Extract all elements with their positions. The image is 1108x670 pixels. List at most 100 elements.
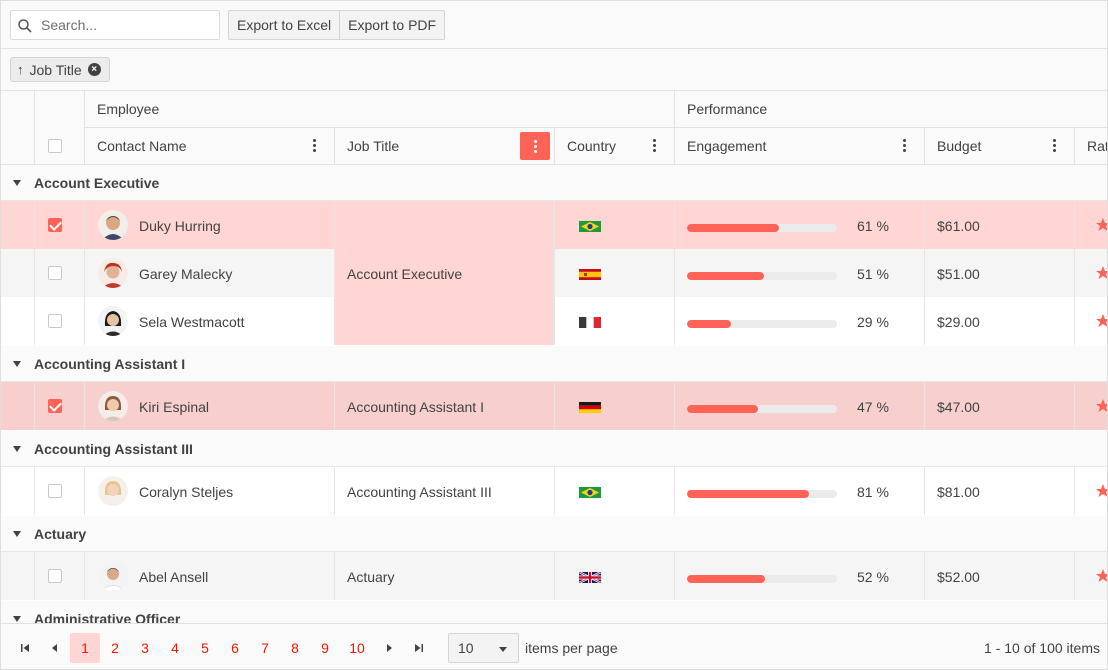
header-divider (85, 127, 1107, 128)
column-header-rating[interactable]: Rat (1087, 138, 1108, 154)
group-chip-job-title[interactable]: ↑ Job Title × (10, 57, 110, 82)
header-group-performance: Performance (687, 101, 768, 117)
engagement-bar-fill (687, 272, 764, 280)
search-box[interactable] (10, 10, 220, 40)
contact-name-cell (84, 249, 334, 297)
contact-name-cell (84, 552, 334, 600)
job-title-value: Actuary (347, 569, 395, 585)
column-header-engagement[interactable]: Engagement (687, 138, 767, 154)
more-vertical-icon[interactable] (520, 132, 550, 160)
caret-down-icon[interactable] (13, 446, 21, 452)
last-page-icon[interactable] (413, 642, 425, 654)
more-vertical-icon[interactable] (313, 139, 317, 153)
engagement-bar-fill (687, 224, 779, 232)
group-row[interactable]: Accounting Assistant I (1, 346, 1107, 382)
group-row[interactable]: Administrative Officer (1, 601, 1107, 623)
table-row[interactable]: Coralyn Steljes Accounting Assistant III… (1, 467, 1108, 515)
contact-name-cell (84, 201, 334, 249)
row-checkbox[interactable] (48, 314, 62, 328)
engagement-bar (687, 575, 837, 583)
table-row[interactable]: Kiri Espinal Accounting Assistant I 47 %… (1, 382, 1108, 430)
row-checkbox[interactable] (48, 484, 62, 498)
cell-divider (554, 201, 555, 345)
page-6-button[interactable]: 6 (231, 640, 239, 656)
page-9-button[interactable]: 9 (321, 640, 329, 656)
x-circle-icon[interactable]: × (87, 63, 101, 76)
table-row[interactable]: Abel Ansell Actuary 52 % $52.00 (1, 552, 1108, 600)
group-row[interactable]: Account Executive (1, 165, 1107, 201)
engagement-bar (687, 405, 837, 413)
flag-germany-icon (579, 402, 601, 413)
arrow-up-icon[interactable]: ↑ (17, 62, 24, 77)
star-icon[interactable] (1096, 399, 1108, 413)
engagement-cell (674, 467, 924, 515)
star-icon[interactable] (1096, 314, 1108, 328)
group-row[interactable]: Accounting Assistant III (1, 431, 1107, 467)
row-checkbox[interactable] (48, 399, 62, 413)
column-header-country[interactable]: Country (567, 138, 617, 154)
row-checkbox[interactable] (48, 569, 62, 583)
star-icon[interactable] (1096, 569, 1108, 583)
flag-france-icon (579, 317, 601, 328)
star-icon[interactable] (1096, 218, 1108, 232)
flag-brazil-icon (579, 487, 601, 498)
previous-page-icon[interactable] (49, 642, 61, 654)
engagement-bar (687, 320, 837, 328)
page-5-button[interactable]: 5 (201, 640, 209, 656)
job-title-value: Accounting Assistant III (347, 484, 492, 500)
flag-united-kingdom-icon (579, 572, 601, 583)
job-title-value: Accounting Assistant I (347, 399, 484, 415)
column-header-budget[interactable]: Budget (937, 138, 982, 154)
export-excel-button[interactable]: Export to Excel (229, 11, 341, 39)
more-vertical-icon[interactable] (903, 139, 907, 153)
column-header-contact-name[interactable]: Contact Name (97, 138, 187, 154)
more-vertical-icon[interactable] (653, 139, 657, 153)
grid-header: Employee Performance Contact Name Job Ti… (1, 91, 1108, 165)
first-page-icon[interactable] (19, 642, 31, 654)
checkbox-cell (34, 249, 84, 297)
budget-value: $47.00 (937, 399, 980, 415)
more-vertical-icon[interactable] (1053, 139, 1057, 153)
engagement-value: 52 % (857, 569, 889, 585)
caret-down-icon[interactable] (13, 180, 21, 186)
page-4-button[interactable]: 4 (171, 640, 179, 656)
budget-value: $29.00 (937, 314, 980, 330)
star-icon[interactable] (1096, 266, 1108, 280)
rating-cell (1074, 552, 1107, 600)
next-page-icon[interactable] (383, 642, 395, 654)
group-panel: ↑ Job Title × (1, 49, 1107, 91)
caret-down-icon[interactable] (13, 531, 21, 537)
avatar (98, 391, 128, 421)
engagement-bar-fill (687, 575, 765, 583)
page-size-dropdown[interactable]: 10 (448, 633, 519, 663)
engagement-bar-fill (687, 490, 809, 498)
group-row[interactable]: Actuary (1, 516, 1107, 552)
export-pdf-button[interactable]: Export to PDF (348, 17, 437, 33)
page-7-button[interactable]: 7 (261, 640, 269, 656)
star-icon[interactable] (1096, 484, 1108, 498)
search-icon (18, 19, 32, 33)
page-10-button[interactable]: 10 (349, 640, 365, 656)
caret-down-icon[interactable] (13, 361, 21, 367)
page-1-button[interactable]: 1 (70, 633, 100, 663)
avatar (98, 561, 128, 591)
caret-down-icon[interactable] (499, 647, 507, 652)
engagement-value: 51 % (857, 266, 889, 282)
select-all-checkbox[interactable] (48, 139, 62, 153)
column-header-job-title[interactable]: Job Title (347, 138, 400, 154)
page-8-button[interactable]: 8 (291, 640, 299, 656)
job-title-cell (334, 552, 554, 600)
engagement-value: 61 % (857, 218, 889, 234)
page-3-button[interactable]: 3 (141, 640, 149, 656)
contact-name-cell (84, 297, 334, 345)
row-checkbox[interactable] (48, 266, 62, 280)
checkbox-cell (34, 552, 84, 600)
budget-value: $61.00 (937, 218, 980, 234)
group-title: Accounting Assistant I (34, 356, 186, 372)
page-2-button[interactable]: 2 (111, 640, 119, 656)
caret-down-icon[interactable] (13, 616, 21, 622)
checkbox-cell (34, 467, 84, 515)
row-checkbox[interactable] (48, 218, 62, 232)
search-input[interactable] (41, 15, 211, 35)
